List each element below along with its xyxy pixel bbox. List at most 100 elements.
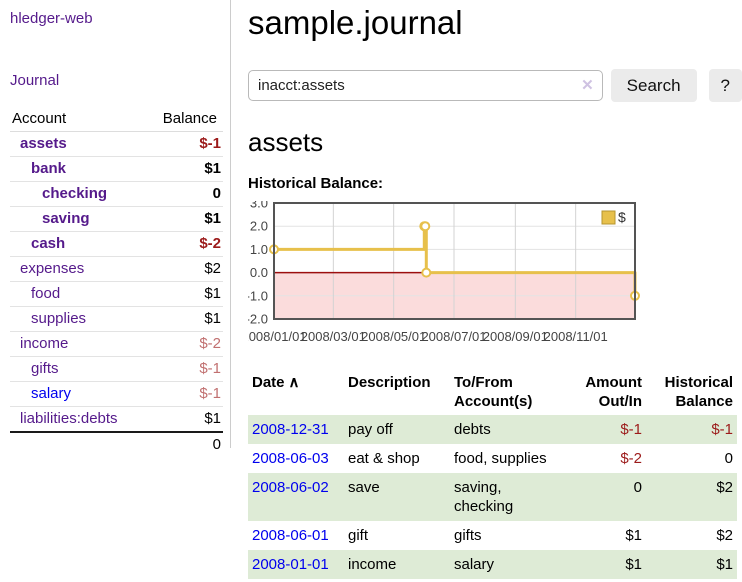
account-heading: assets [248,127,324,157]
main-content: sample.journal ✕ Search ? assets Histori… [241,0,742,579]
help-button[interactable]: ? [708,69,742,102]
account-row: checking 0 [10,181,223,207]
svg-text:2008/03/01: 2008/03/01 [301,329,366,344]
balance-chart: $3.0 2.0 1.0 0.0 -1.0 -2.0 2008/01/012008/03/0… [241,196,640,344]
transaction-balance: $2 [646,473,737,521]
account-link-bank[interactable]: bank [31,160,67,177]
account-balance: $-1 [145,356,223,382]
accounts-header-row: Account Balance [10,106,223,132]
sort-ascending-icon: ∧ [288,374,300,391]
transaction-description: eat & shop [348,450,420,467]
register-header-amount: Amount Out/In [585,374,642,410]
transaction-amount: $-1 [562,415,646,444]
account-row: expenses $2 [10,256,223,282]
transaction-accounts: saving, checking [450,473,562,521]
register-table: Date ∧ Description To/From Account(s) Amou… [248,369,737,579]
account-link-income[interactable]: income [20,335,69,352]
svg-text:2008/05/01: 2008/05/01 [361,329,426,344]
account-row: cash $-2 [10,231,223,257]
svg-text:2008/01/01: 2008/01/01 [248,329,307,344]
transaction-description: income [344,550,450,579]
account-link-food[interactable]: food [31,285,61,302]
accounts-table: Account Balance assets $-1 bank $1 check… [10,106,223,457]
svg-text:1.0: 1.0 [250,242,268,257]
svg-text:2008/11/01: 2008/11/01 [544,329,608,344]
account-balance: $1 [145,156,223,182]
transaction-balance: $-1 [646,415,737,444]
account-link-liabilities-debts[interactable]: liabilities:debts [20,410,118,427]
search-input[interactable] [248,70,603,101]
accounts-total-value: 0 [145,431,223,457]
svg-text:$: $ [618,209,626,225]
transaction-accounts: food, supplies [454,450,547,467]
svg-text:-1.0: -1.0 [248,288,268,303]
account-link-salary[interactable]: salary [31,385,72,402]
chart-heading: Historical Balance: [248,175,384,192]
account-row: supplies $1 [10,306,223,332]
account-link-checking[interactable]: checking [42,185,108,202]
transaction-row: 2008-06-01 gift gifts $1 $2 [248,521,737,550]
sidebar: hledger-web Journal Account Balance asse… [0,0,231,457]
register-header-date[interactable]: Date ∧ [252,374,300,391]
sidebar-item-journal[interactable]: Journal [10,72,60,89]
account-link-saving[interactable]: saving [42,210,90,227]
account-balance: $-1 [145,381,223,407]
transaction-amount: $1 [625,527,642,544]
account-balance: $-2 [145,331,223,357]
account-row: bank $1 [10,156,223,182]
transaction-description: save [344,473,450,521]
svg-text:-2.0: -2.0 [248,312,268,327]
account-balance: $2 [145,256,223,282]
transaction-date-link[interactable]: 2008-06-01 [252,527,329,544]
accounts-total-row: 0 [10,431,223,457]
transaction-accounts: debts [450,415,562,444]
transaction-date-link[interactable]: 2008-12-31 [252,421,329,438]
transaction-description: gift [348,527,369,544]
account-link-expenses[interactable]: expenses [20,260,85,277]
account-row: food $1 [10,281,223,307]
search-button[interactable]: Search [610,69,697,102]
account-link-gifts[interactable]: gifts [31,360,59,377]
register-header-accounts: To/From Account(s) [454,374,533,410]
transaction-date-link[interactable]: 2008-06-03 [252,450,329,467]
account-row: gifts $-1 [10,356,223,382]
transaction-date-link[interactable]: 2008-06-02 [252,479,329,496]
transaction-amount: $1 [562,550,646,579]
transaction-row: 2008-06-03 eat & shop food, supplies $-2… [248,444,737,473]
account-link-supplies[interactable]: supplies [31,310,87,327]
search-form: ✕ Search ? [248,69,742,102]
accounts-header-account: Account [10,106,146,132]
account-balance: $-1 [145,131,223,157]
accounts-header-balance: Balance [145,106,223,132]
transaction-accounts: salary [450,550,562,579]
register-header-row: Date ∧ Description To/From Account(s) Amou… [248,369,737,415]
account-link-cash[interactable]: cash [31,235,66,252]
clear-search-icon[interactable]: ✕ [581,77,594,94]
account-balance: $1 [145,281,223,307]
register-header-description: Description [348,374,431,391]
svg-text:3.0: 3.0 [250,201,268,211]
account-balance: $1 [145,406,223,433]
svg-text:0.0: 0.0 [250,265,268,280]
transaction-balance: $2 [716,527,733,544]
svg-text:2008/09/01: 2008/09/01 [483,329,548,344]
transaction-date-link[interactable]: 2008-01-01 [252,556,329,573]
transaction-row: 2008-06-02 save saving, checking 0 $2 [248,473,737,521]
account-row: assets $-1 [10,131,223,157]
svg-text:2008/07/01: 2008/07/01 [421,329,486,344]
page-title: sample.journal [248,4,463,41]
transaction-row: 2008-12-31 pay off debts $-1 $-1 [248,415,737,444]
transaction-balance: $1 [646,550,737,579]
account-balance: $1 [145,206,223,232]
app-title-link[interactable]: hledger-web [10,10,93,27]
account-row: income $-2 [10,331,223,357]
account-row: salary $-1 [10,381,223,407]
svg-text:2.0: 2.0 [250,219,268,234]
transaction-amount: $-2 [620,450,642,467]
chart-wrap: $3.0 2.0 1.0 0.0 -1.0 -2.0 2008/01/012008/03/0… [241,196,742,354]
transaction-amount: 0 [562,473,646,521]
transaction-balance: 0 [724,450,733,467]
transaction-row: 2008-01-01 income salary $1 $1 [248,550,737,579]
account-link-assets[interactable]: assets [20,135,67,152]
account-balance: 0 [145,181,223,207]
